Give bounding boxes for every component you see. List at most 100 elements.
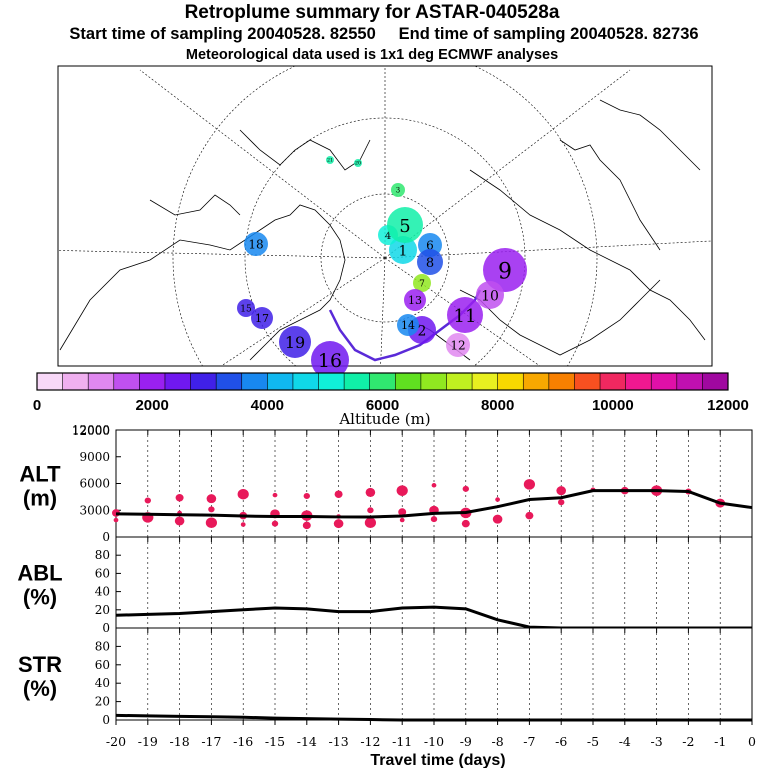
cluster-point [462,485,469,492]
x-tick-label: -15 [265,734,285,749]
map-marker-circle [387,207,423,243]
chart-title: Retroplume summary for ASTAR-040528a [184,2,560,23]
map-marker-label: 20 [355,161,361,167]
colorbar-swatch [88,373,115,390]
map-marker: 21 [326,156,334,164]
cluster-point [334,490,343,498]
cluster-point [205,517,217,528]
colorbar-swatch [139,373,166,390]
cluster-point [272,492,278,498]
cluster-point [365,487,376,497]
map-graticule [58,66,712,366]
x-tick-label: -4 [619,734,631,749]
map-marker-label: 2 [418,323,427,339]
colorbar-tick-label: 2000 [135,397,168,414]
map-marker-circle [446,333,470,357]
colorbar-swatch [190,373,217,390]
colorbar-tick-label: 0 [33,397,41,414]
colorbar-swatch [420,373,447,390]
colorbar-tick-label: 6000 [366,397,399,414]
y-tick-label: 20 [95,695,110,709]
map-marker: 1 [389,236,417,264]
colorbar-swatch [37,373,64,390]
time-series-panels: 03000600090001200012000ALT(m)020406080AB… [17,423,756,768]
map-marker: 18 [244,232,268,256]
colorbar-swatch [548,373,575,390]
colorbar-swatch [651,373,678,390]
map-marker-circle [311,341,349,379]
colorbar-swatch [216,373,243,390]
map-marker: 9 [483,248,527,292]
y-tick-label: 20 [95,603,110,617]
map-marker-circle [354,159,362,167]
cluster-point [396,485,408,496]
cluster-point [303,492,310,499]
map-marker-label: 13 [408,294,422,307]
x-tick-label: -19 [138,734,158,749]
x-tick-label: -13 [329,734,349,749]
map-marker: 7 [413,274,431,292]
cluster-point [144,497,151,504]
colorbar-swatch [702,373,729,390]
map-marker-circle [417,249,443,275]
x-axis-label: Travel time (days) [370,752,505,768]
map-marker: 12 [446,333,470,357]
map-marker-label: 21 [327,158,333,164]
cluster-point [302,521,311,530]
map-marker-label: 12 [450,339,465,353]
map-marker-label: 15 [240,304,252,314]
colorbar-axis-label: Altitude (m) [338,410,430,428]
map-marker-label: 9 [498,259,512,284]
y-tick-label: 80 [95,548,110,562]
cluster-point [492,514,503,524]
cluster-point [237,488,249,500]
cluster-point [398,508,407,516]
panel-label: ABL [17,561,62,586]
map-marker-circle [326,156,334,164]
map-marker-circle [389,236,417,264]
cluster-point [364,517,376,528]
colorbar-swatch [676,373,703,390]
cluster-point [333,519,344,529]
x-tick-label: -20 [106,734,126,749]
cluster-point [367,507,374,514]
colorbar-frame [36,372,729,391]
map-marker: 19 [279,326,311,358]
map-marker-circle [279,326,311,358]
colorbar-swatch [369,373,396,390]
map-marker: 8 [417,249,443,275]
x-tick-label: -12 [360,734,380,749]
x-tick-label: -8 [492,734,504,749]
map-marker-label: 4 [385,231,391,242]
panel-unit: (m) [23,486,57,511]
x-tick-label: 0 [748,734,756,749]
map-marker: 10 [476,281,504,309]
y-tick-label: 60 [95,566,110,580]
panel-label: ALT [19,462,61,487]
map-marker-label: 17 [255,312,269,325]
map-marker-circle [447,297,483,333]
y-tick-label: 40 [95,676,110,690]
y-tick-label: 12000 [72,424,110,438]
cluster-point [206,494,217,504]
y-tick-label: 0 [102,530,110,544]
x-tick-label: -17 [201,734,221,749]
x-tick-label: -10 [424,734,444,749]
map-marker-label: 14 [401,319,415,332]
map-marker: 16 [311,341,349,379]
y-tick-label: 60 [95,658,110,672]
map-marker-circle [483,248,527,292]
y-tick-label: 9000 [79,450,110,464]
y-tick-label: 0 [102,621,110,635]
map-marker-circle [397,314,419,336]
map-marker: 3 [391,183,405,197]
map-marker-label: 11 [454,306,477,327]
colorbar-swatch [62,373,89,390]
map-marker-label: 6 [426,239,434,253]
colorbar-swatch [344,373,371,390]
colorbar-swatch [574,373,601,390]
x-tick-label: -2 [682,734,694,749]
map-marker-circle [391,183,405,197]
